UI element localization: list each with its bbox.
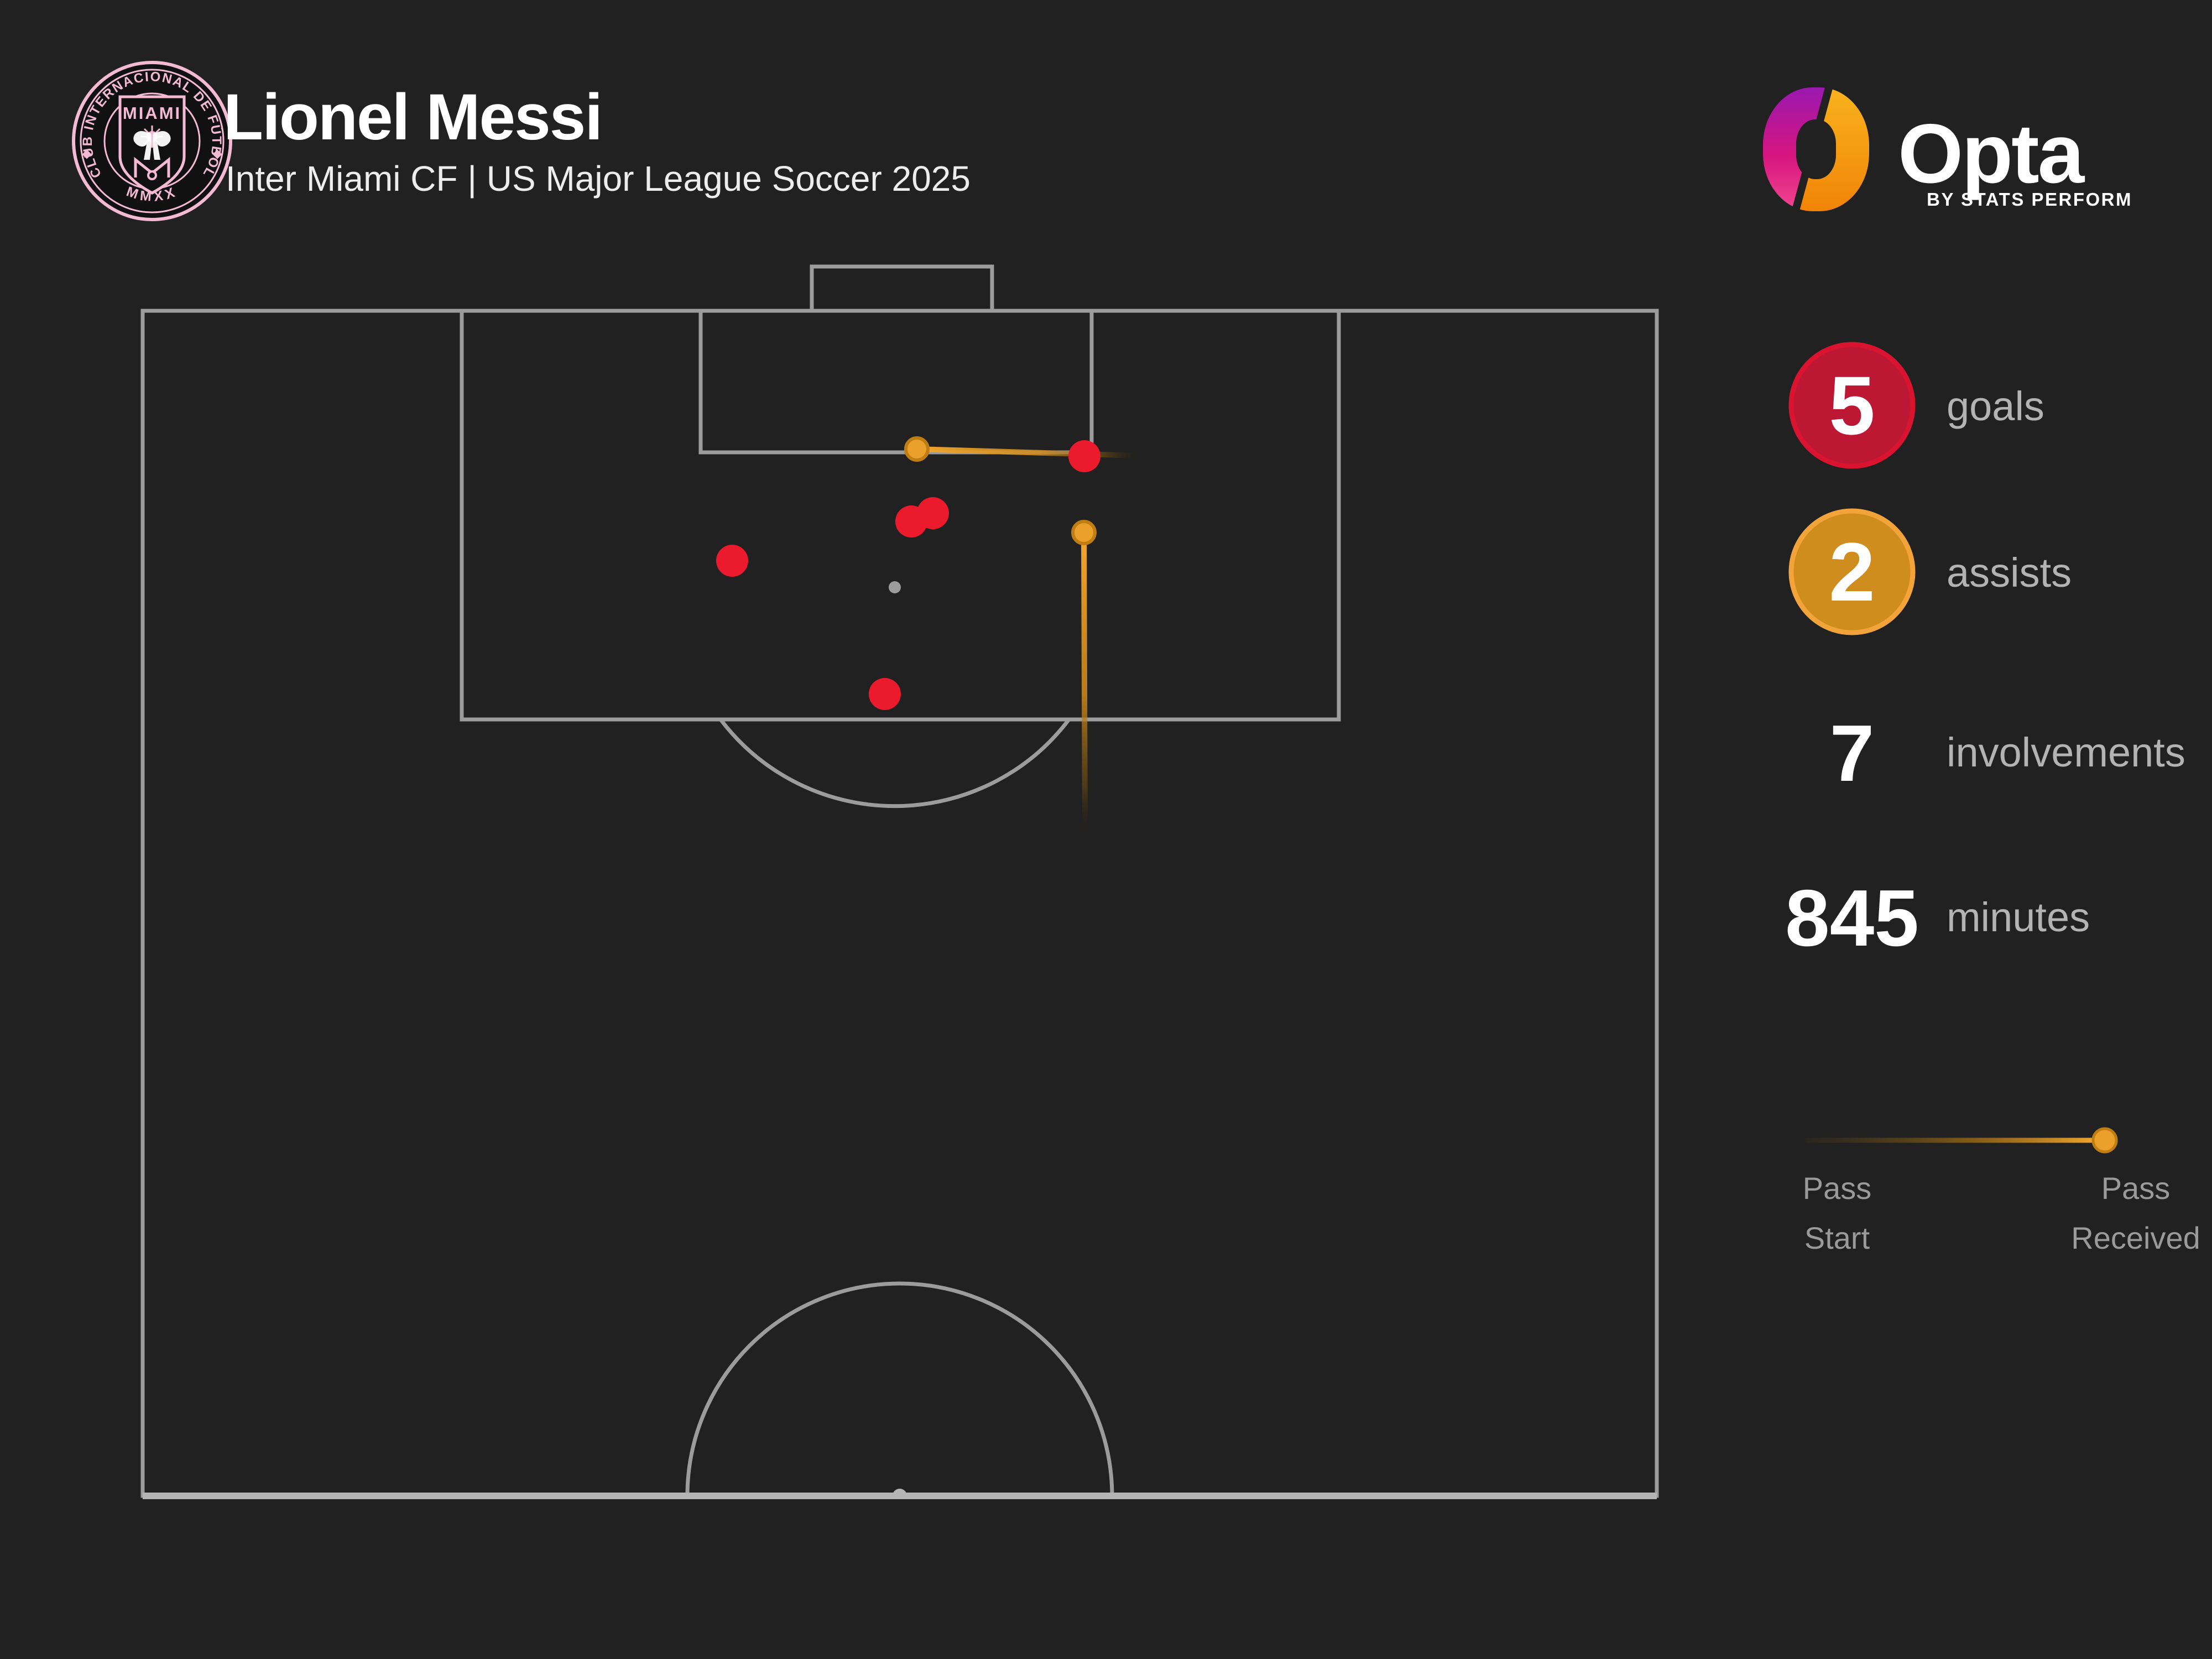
crest-m-ring [147, 170, 157, 180]
legend-start-line2: Start [1804, 1220, 1870, 1255]
minutes-value: 845 [1785, 873, 1919, 963]
crest-mid-ring [80, 69, 225, 213]
opta-byline: BY STATS PERFORM [1927, 189, 2132, 210]
inter-miami-crest-logo: CLUB INTERNACIONAL DE FÚTBOL MMXX MIAMI [72, 61, 232, 221]
page-subtitle: Inter Miami CF | US Major League Soccer … [226, 159, 971, 199]
crest-miami-text: MIAMI [123, 103, 181, 123]
pitch-boundary [140, 309, 1659, 1498]
legend-end-line1: Pass [2101, 1171, 2171, 1206]
goal-dot [1068, 440, 1100, 472]
legend-end-line2: Received [2071, 1220, 2200, 1255]
assists-value: 2 [1829, 525, 1875, 618]
centre-circle-arc [685, 1281, 1114, 1496]
goal-dot [917, 497, 949, 529]
goals-label: goals [1947, 383, 2044, 429]
assist-pass-line [914, 446, 1141, 458]
page-title: Lionel Messi [223, 81, 602, 154]
opta-logo-icon [1763, 83, 1869, 216]
involvements-label: involvements [1947, 729, 2185, 775]
opta-wordmark: Opta [1898, 107, 2085, 201]
six-yard-box [698, 309, 1094, 455]
pass-legend: Pass Start Pass Received [1803, 1127, 2200, 1255]
penalty-arc [719, 718, 1071, 808]
opta-brand: Opta BY STATS PERFORM [1763, 83, 2132, 216]
goal-frame [810, 264, 994, 313]
minutes-label: minutes [1947, 894, 2090, 940]
legend-pass-received-dot [2091, 1127, 2118, 1154]
goals-value: 5 [1829, 359, 1875, 452]
stat-row-minutes: 845 minutes [1785, 873, 2090, 963]
header: CLUB INTERNACIONAL DE FÚTBOL MMXX MIAMI … [72, 61, 971, 221]
assists-badge [1788, 508, 1916, 635]
pitch-markings [140, 264, 1659, 1499]
goals-badge [1788, 342, 1916, 469]
assist-received-dot [904, 436, 930, 462]
legend-start-line1: Pass [1803, 1171, 1872, 1206]
centre-spot [893, 1489, 907, 1496]
stat-row-assists: 2 assists [1788, 508, 2072, 635]
assists-label: assists [1947, 550, 2072, 596]
stat-row-goals: 5 goals [1788, 342, 2044, 469]
stats-panel: 5 goals 2 assists 7 involvements 845 min… [1785, 342, 2185, 963]
assist-received-dot [1071, 520, 1097, 545]
involvements-value: 7 [1830, 708, 1875, 798]
penalty-spot [889, 581, 901, 593]
stat-row-involvements: 7 involvements [1830, 708, 2185, 798]
goal-dot [869, 678, 901, 710]
goal-dot [716, 545, 748, 577]
assist-pass-line [1081, 530, 1088, 833]
crest-heron-left-icon [133, 131, 152, 160]
event-layer [716, 436, 1141, 833]
